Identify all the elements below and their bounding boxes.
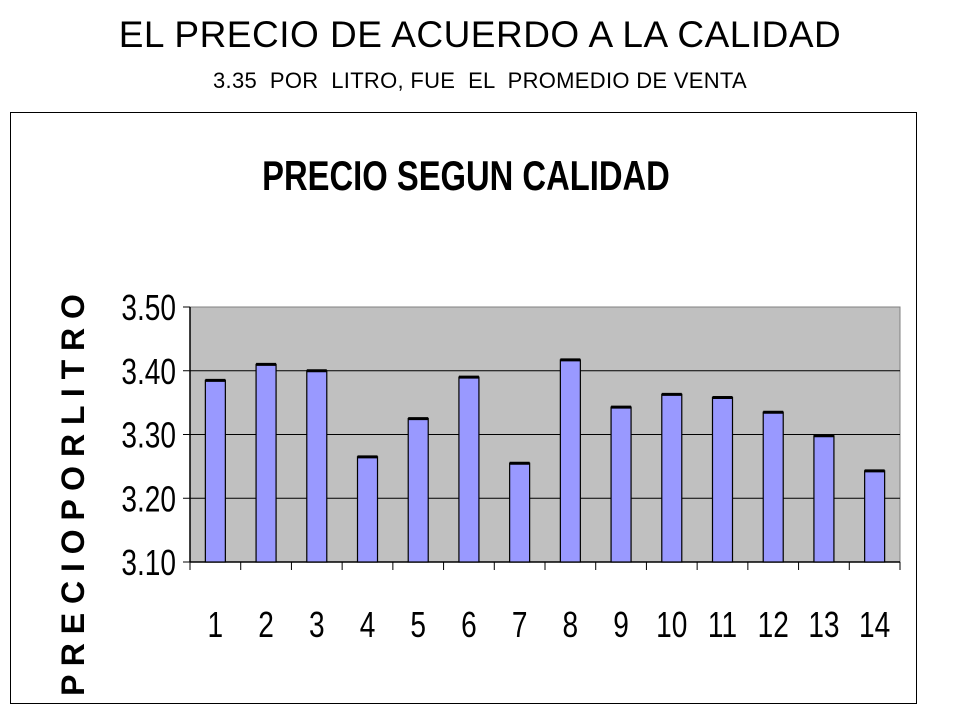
bar: [356, 456, 379, 563]
y-tick-label: 3.20: [121, 479, 176, 519]
bar: [255, 363, 277, 563]
bar: [661, 393, 683, 563]
x-tick-label: 8: [563, 605, 579, 645]
x-tick-label: 14: [859, 605, 890, 645]
y-tick-label: 3.30: [121, 415, 176, 455]
x-tick-label: 6: [461, 605, 477, 645]
bar: [813, 435, 835, 563]
bar: [610, 406, 632, 563]
y-tick-label: 3.10: [121, 543, 176, 583]
bar: [204, 379, 226, 563]
y-tick-label: 3.50: [121, 288, 176, 328]
slide-title: EL PRECIO DE ACUERDO A LA CALIDAD: [118, 14, 842, 55]
plot-area: 3.503.403.303.203.101 2 3 4 5 6 7 8 9 10 11 12 13 14: [121, 288, 901, 645]
x-tick-label: 3: [309, 605, 325, 645]
x-tick-label: 4: [360, 605, 376, 645]
y-tick-label: 3.40: [121, 351, 176, 391]
x-tick-label: 12: [758, 605, 789, 645]
slide-subtitle: 3.35 POR LITRO, FUE EL PROMEDIO DE VENTA: [213, 68, 747, 93]
x-tick-label: 13: [808, 605, 839, 645]
bar: [306, 370, 328, 563]
bar: [509, 462, 531, 563]
bar: [711, 396, 734, 563]
x-tick-label: 2: [258, 605, 274, 645]
x-tick-label: 7: [512, 605, 528, 645]
bar: [458, 376, 480, 563]
y-axis-label: P R E C I O P O R L I T R O: [55, 294, 91, 696]
bar: [407, 417, 429, 563]
x-tick-label: 9: [613, 605, 629, 645]
x-tick-label: 5: [410, 605, 426, 645]
bar: [559, 359, 581, 563]
bar: [762, 411, 784, 563]
x-tick-label: 11: [708, 605, 737, 645]
price-by-quality-chart: PRECIO SEGUN CALIDAD P R E C I O P O R L…: [55, 152, 901, 696]
x-tick-label: 1: [208, 605, 224, 645]
chart-title: PRECIO SEGUN CALIDAD: [262, 152, 670, 199]
bar: [864, 470, 886, 563]
x-tick-label: 10: [656, 605, 687, 645]
